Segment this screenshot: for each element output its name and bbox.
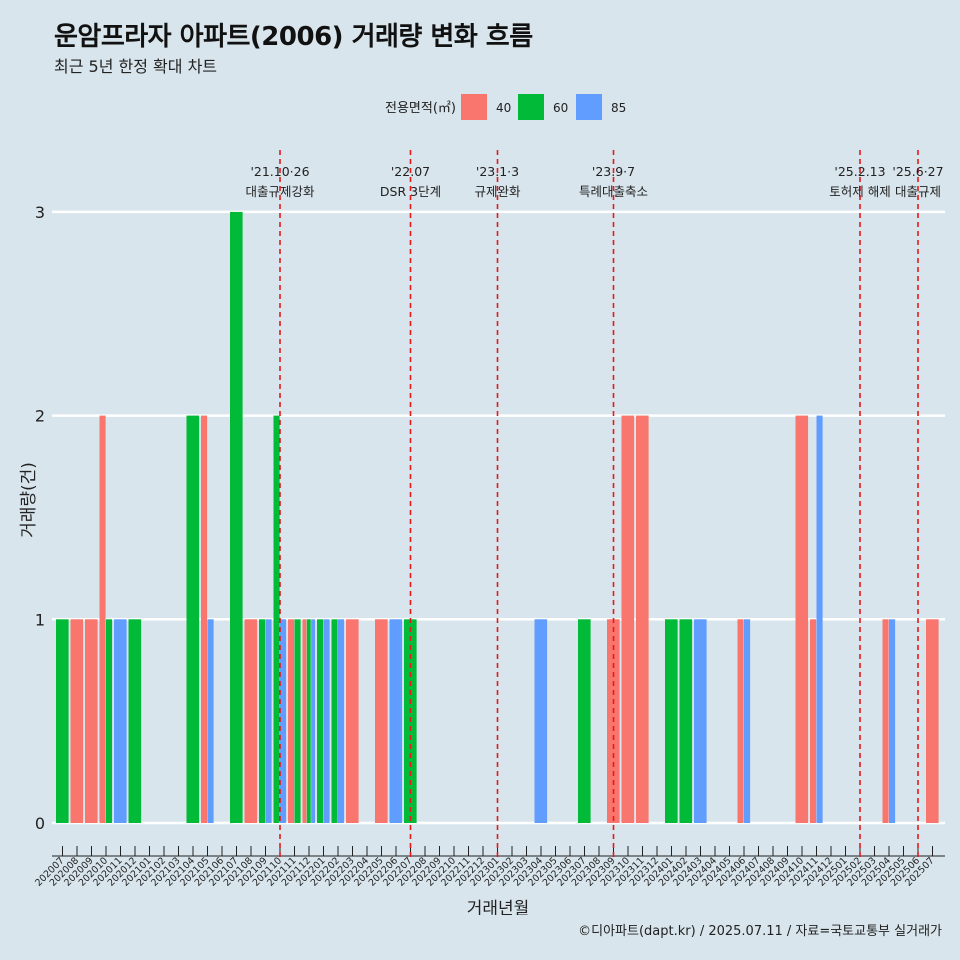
event-date-label: '21.10·26 <box>250 164 309 179</box>
event-label: 대출규제강화 <box>245 184 315 199</box>
bar <box>795 415 809 823</box>
bar <box>926 619 939 823</box>
legend-label: 85 <box>611 101 626 115</box>
legend-swatch <box>518 94 544 120</box>
bar <box>85 619 98 823</box>
bar <box>294 619 301 823</box>
bar <box>56 619 69 823</box>
bar <box>114 619 127 823</box>
legend-swatch <box>461 94 487 120</box>
bar-chart: 0123202007202008202009202010202011202012… <box>19 94 945 915</box>
bar <box>207 619 214 823</box>
event-label: 특례대출축소 <box>579 184 648 199</box>
bar <box>389 619 403 823</box>
bar <box>288 619 295 823</box>
bar <box>273 415 280 823</box>
bar <box>317 619 324 823</box>
bar <box>889 619 896 823</box>
bar <box>265 619 272 823</box>
legend-label: 60 <box>553 101 568 115</box>
event-date-label: '25.6·27 <box>892 164 943 179</box>
bar <box>230 211 243 823</box>
bar <box>534 619 548 823</box>
bar <box>323 619 330 823</box>
bar <box>331 619 338 823</box>
bar <box>244 619 258 823</box>
bar <box>636 415 649 823</box>
bar <box>578 619 591 823</box>
event-date-label: '23.1·3 <box>476 164 519 179</box>
bar <box>665 619 678 823</box>
bar <box>99 415 106 823</box>
chart-title: 운암프라자 아파트(2006) 거래량 변화 흐름 <box>54 22 533 52</box>
bar <box>70 619 84 823</box>
bar <box>106 619 113 823</box>
event-label: 대출규제 <box>895 184 941 199</box>
event-date-label: '22.07 <box>391 164 430 179</box>
event-date-label: '23.9·7 <box>592 164 635 179</box>
bar <box>302 619 307 823</box>
legend-title: 전용면적(㎡) <box>385 101 456 116</box>
y-tick-label: 0 <box>35 814 45 833</box>
bar <box>201 415 208 823</box>
bar <box>679 619 693 823</box>
y-tick-label: 2 <box>35 407 45 426</box>
bar <box>259 619 266 823</box>
event-label: 규제완화 <box>474 184 521 199</box>
bar <box>346 619 359 823</box>
event-label: 토허제 해제 <box>829 184 890 199</box>
y-tick-label: 1 <box>35 610 45 629</box>
y-axis-title: 거래량(건) <box>19 462 39 538</box>
chart-subtitle: 최근 5년 한정 확대 차트 <box>54 57 218 76</box>
y-tick-label: 3 <box>35 203 45 222</box>
bar <box>280 619 287 823</box>
bar <box>694 619 707 823</box>
bar <box>810 619 817 823</box>
bar <box>311 619 316 823</box>
x-axis-title: 거래년월 <box>467 899 530 915</box>
source-caption: ©디아파트(dapt.kr) / 2025.07.11 / 자료=국토교통부 실… <box>578 924 942 939</box>
bar <box>186 415 200 823</box>
event-label: DSR 3단계 <box>380 184 441 199</box>
bar <box>375 619 388 823</box>
bar <box>621 415 635 823</box>
bar <box>744 619 751 823</box>
bar <box>128 619 142 823</box>
legend-label: 40 <box>496 101 511 115</box>
bar <box>816 415 823 823</box>
event-date-label: '25.2.13 <box>834 164 885 179</box>
bar <box>338 619 345 823</box>
bar <box>737 619 744 823</box>
legend-swatch <box>576 94 602 120</box>
bar <box>882 619 889 823</box>
bar <box>306 619 311 823</box>
